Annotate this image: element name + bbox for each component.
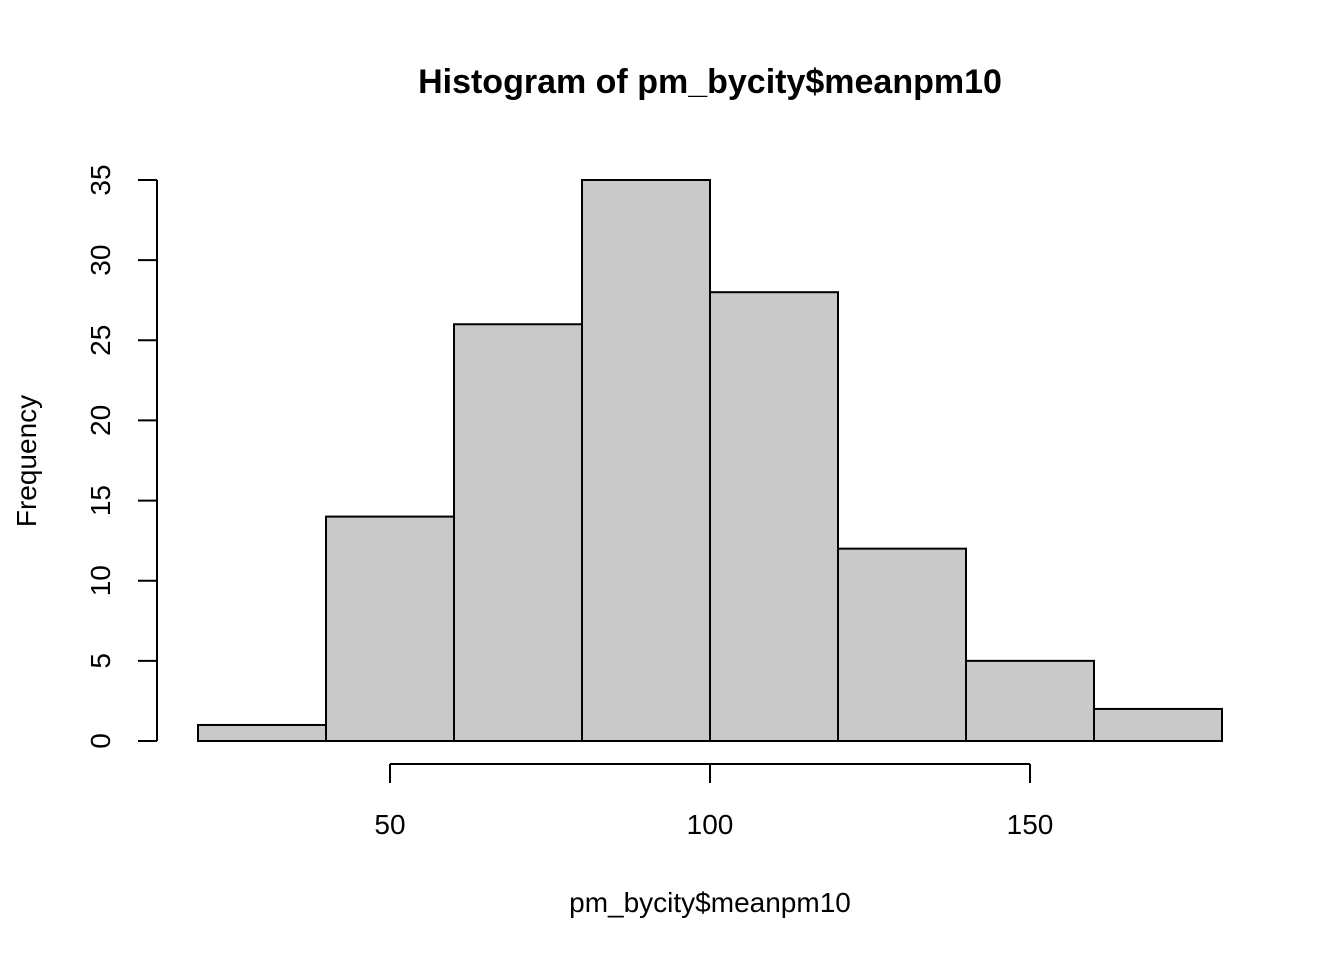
histogram-bar-3 bbox=[453, 323, 583, 742]
x-axis-title: pm_bycity$meanpm10 bbox=[569, 887, 851, 918]
y-axis-title: Frequency bbox=[11, 395, 42, 527]
y-tick-label: 35 bbox=[85, 164, 116, 195]
chart-title: Histogram of pm_bycity$meanpm10 bbox=[418, 63, 1002, 101]
y-tick-label: 15 bbox=[85, 485, 116, 516]
x-axis: 50 100 150 bbox=[374, 763, 1054, 840]
x-tick-label: 100 bbox=[687, 809, 734, 840]
histogram-bar-5 bbox=[709, 291, 839, 742]
y-axis: 0 5 10 15 20 25 30 35 bbox=[85, 164, 158, 749]
y-tick-label: 30 bbox=[85, 245, 116, 276]
y-tick-label: 5 bbox=[85, 653, 116, 669]
histogram-bar-4 bbox=[581, 179, 711, 742]
x-tick-label: 50 bbox=[374, 809, 405, 840]
y-tick-label: 0 bbox=[85, 733, 116, 749]
histogram-bar-1 bbox=[197, 723, 327, 743]
bars-group bbox=[197, 179, 1223, 743]
y-tick-label: 10 bbox=[85, 565, 116, 596]
histogram-bar-6 bbox=[837, 547, 967, 743]
histogram-bar-7 bbox=[965, 659, 1095, 742]
histogram-bar-8 bbox=[1093, 707, 1223, 743]
histogram-bar-2 bbox=[325, 515, 455, 742]
y-tick-label: 20 bbox=[85, 405, 116, 436]
y-tick-label: 25 bbox=[85, 325, 116, 356]
x-tick-label: 150 bbox=[1007, 809, 1054, 840]
